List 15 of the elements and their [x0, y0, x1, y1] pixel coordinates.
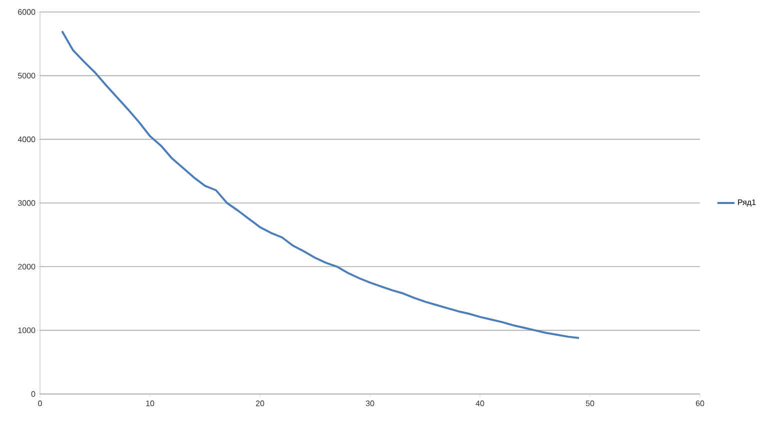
- x-tick-label: 30: [366, 400, 374, 406]
- y-tick-label: 3000: [18, 200, 36, 206]
- y-tick-label: 1000: [18, 327, 36, 334]
- y-tick-label: 0: [31, 391, 36, 397]
- x-tick-label: 40: [476, 400, 484, 406]
- x-tick-label: 10: [146, 400, 154, 406]
- x-tick-label: 20: [256, 400, 264, 406]
- y-tick-label: 4000: [18, 136, 36, 142]
- x-tick-label: 60: [696, 400, 704, 406]
- x-tick-label: 0: [38, 400, 42, 406]
- y-tick-label: 6000: [18, 9, 36, 15]
- y-tick-label: 5000: [18, 72, 36, 78]
- y-tick-label: 2000: [18, 264, 36, 270]
- legend-label: Ряд1: [738, 199, 756, 207]
- x-tick-label: 50: [586, 400, 594, 406]
